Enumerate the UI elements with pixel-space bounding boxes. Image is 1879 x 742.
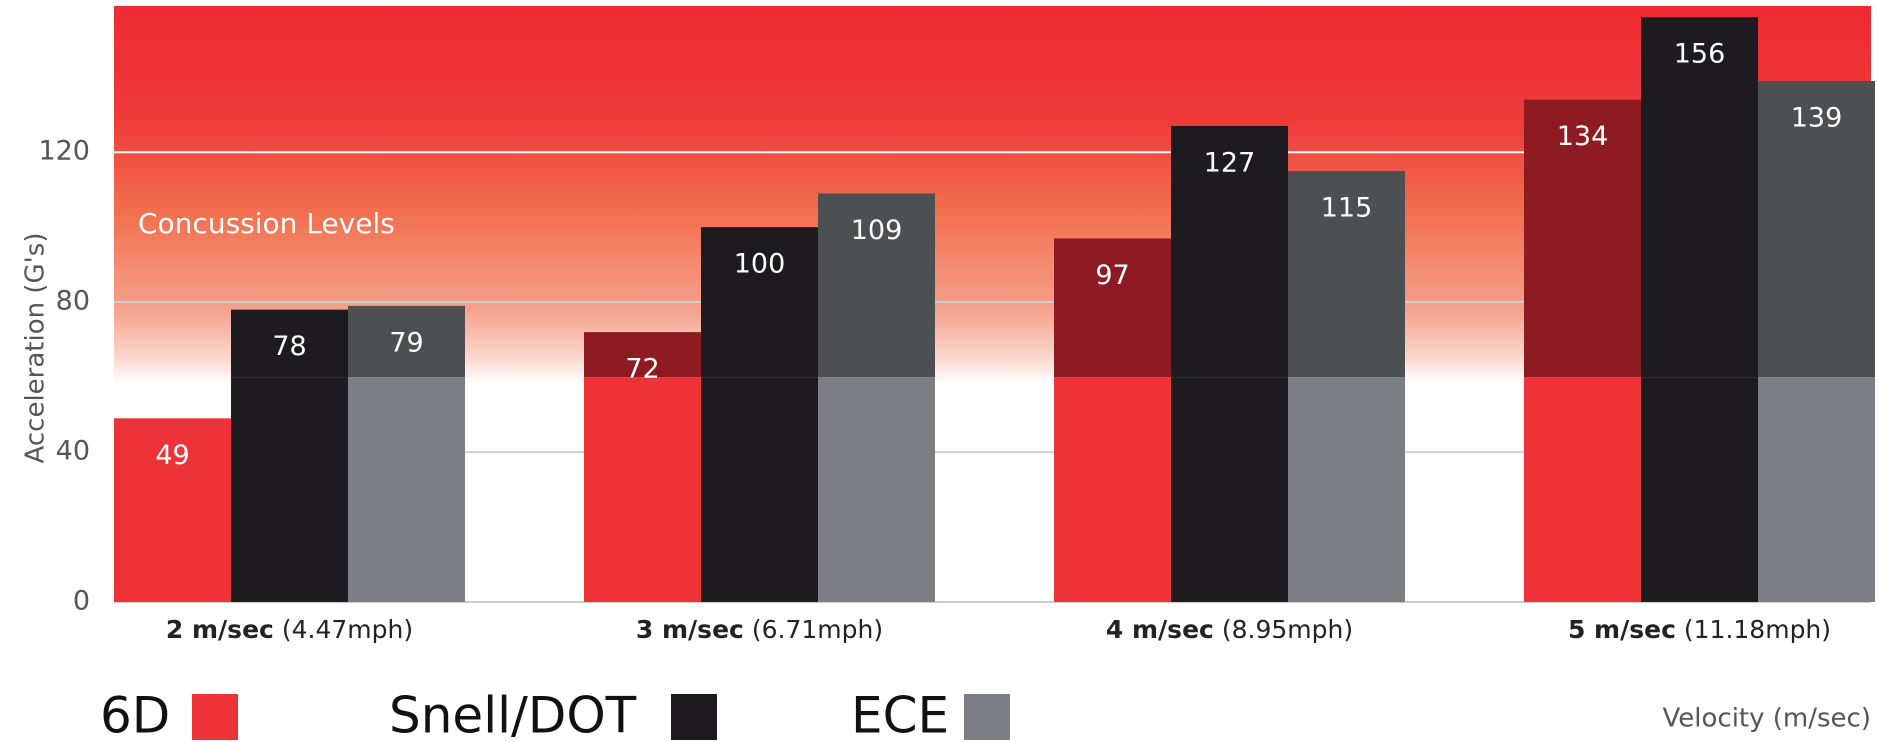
y-tick-label: 80 [56, 286, 90, 317]
bar [818, 377, 935, 602]
y-tick-label: 40 [56, 436, 90, 467]
data-label: 100 [734, 249, 786, 280]
bar-concussion [1054, 238, 1171, 378]
bar-concussion [231, 309, 348, 378]
bar-concussion [1524, 99, 1641, 378]
x-tick-label: 5 m/sec (11.18mph) [1568, 615, 1831, 644]
legend-label: ECE [851, 687, 949, 742]
bar-concussion [701, 227, 818, 378]
bar-concussion [1641, 17, 1758, 378]
x-axis-label: Velocity (m/sec) [1663, 704, 1871, 734]
x-tick-label: 3 m/sec (6.71mph) [636, 615, 883, 644]
category: 3 m/sec [636, 615, 744, 644]
category-note: (8.95mph) [1222, 615, 1353, 644]
bar [1524, 377, 1641, 602]
category: 5 m/sec [1568, 615, 1676, 644]
bar-concussion [584, 332, 701, 378]
y-tick-label: 0 [73, 586, 90, 617]
y-tick-label: 120 [38, 136, 90, 167]
x-tick-label: 2 m/sec (4.47mph) [166, 615, 413, 644]
data-label: 72 [625, 354, 659, 385]
legend-swatch [964, 694, 1010, 740]
data-label: 78 [272, 331, 306, 362]
bar-concussion [1288, 170, 1405, 378]
data-label: 139 [1791, 102, 1843, 133]
data-label: 49 [155, 440, 189, 471]
data-label: 156 [1674, 39, 1726, 70]
bar [1641, 377, 1758, 602]
bar-concussion [348, 305, 465, 378]
data-label: 79 [389, 327, 423, 358]
category-note: (6.71mph) [752, 615, 883, 644]
data-label: 115 [1321, 192, 1373, 223]
bar-concussion [1171, 125, 1288, 378]
bar [584, 377, 701, 602]
bar [1758, 377, 1875, 602]
category-note: (11.18mph) [1684, 615, 1831, 644]
category-note: (4.47mph) [282, 615, 413, 644]
legend-swatch [192, 694, 238, 740]
bar [114, 418, 231, 602]
data-label: 109 [851, 215, 903, 246]
bar-concussion [818, 193, 935, 378]
legend-swatch [671, 694, 717, 740]
legend-label: Snell/DOT [389, 687, 637, 742]
y-axis-label: Acceleration (G's) [21, 233, 51, 464]
concussion-label: Concussion Levels [138, 207, 395, 240]
category: 4 m/sec [1106, 615, 1214, 644]
bar [1054, 377, 1171, 602]
bar-concussion [1758, 80, 1875, 378]
bar [701, 377, 818, 602]
legend-label: 6D [100, 687, 170, 742]
bar [231, 377, 348, 602]
data-label: 127 [1204, 147, 1256, 178]
data-label: 97 [1095, 260, 1129, 291]
bar [1288, 377, 1405, 602]
x-tick-label: 4 m/sec (8.95mph) [1106, 615, 1353, 644]
bar [1171, 377, 1288, 602]
category: 2 m/sec [166, 615, 274, 644]
bar [348, 377, 465, 602]
data-label: 134 [1557, 121, 1609, 152]
